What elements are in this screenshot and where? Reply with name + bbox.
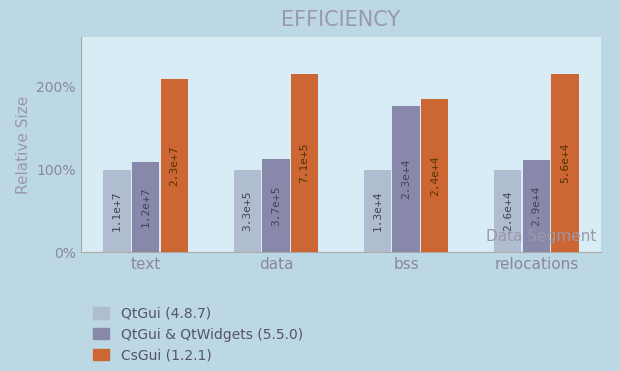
Bar [551,74,578,252]
Text: Data Segment: Data Segment [486,229,596,244]
Text: 2.4e+4: 2.4e+4 [430,156,440,196]
Text: 3.7e+5: 3.7e+5 [271,186,281,226]
Text: 3.3e+5: 3.3e+5 [242,191,252,231]
Bar [494,170,521,252]
Bar [132,162,159,252]
Text: 1.1e+7: 1.1e+7 [112,191,122,231]
Bar [291,74,318,252]
Title: EFFICIENCY: EFFICIENCY [281,10,401,30]
Bar [523,160,550,252]
Bar [161,79,188,252]
Text: 1.3e+4: 1.3e+4 [373,191,383,231]
Bar [234,170,261,252]
Text: 7.1e+5: 7.1e+5 [299,143,309,184]
Text: 2.3e+4: 2.3e+4 [401,159,411,199]
Bar [392,106,420,252]
Text: 2.9e+4: 2.9e+4 [531,186,541,226]
Bar [364,170,391,252]
Text: 5.6e+4: 5.6e+4 [560,143,570,183]
Text: 2.3e+7: 2.3e+7 [169,145,179,186]
Bar [262,160,290,252]
Text: 2.6e+4: 2.6e+4 [503,191,513,231]
Y-axis label: Relative Size: Relative Size [16,96,30,194]
Bar [421,99,448,252]
Text: 1.2e+7: 1.2e+7 [141,187,151,227]
Legend: QtGui (4.8.7), QtGui & QtWidgets (5.5.0), CsGui (1.2.1): QtGui (4.8.7), QtGui & QtWidgets (5.5.0)… [93,306,303,362]
Bar [104,170,131,252]
